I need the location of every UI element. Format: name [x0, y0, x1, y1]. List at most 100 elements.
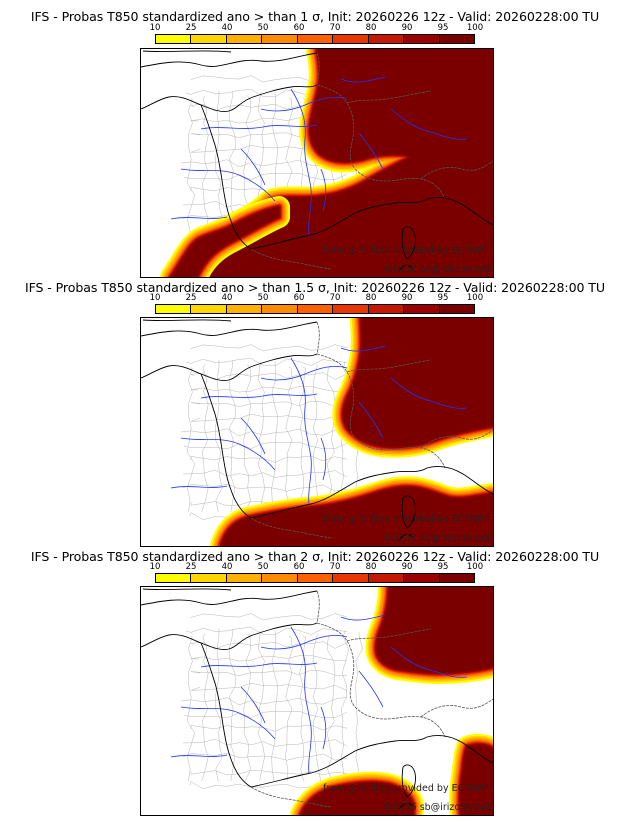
river-line — [260, 97, 348, 112]
colorbar-swatch — [333, 305, 369, 313]
river-line — [358, 670, 384, 708]
coast-line — [142, 50, 232, 53]
coast-line — [141, 353, 318, 381]
colorbar-swatch — [404, 305, 440, 313]
colorbar-tick-label: 40 — [221, 293, 233, 303]
probability-field — [343, 318, 493, 447]
colorbar: 10 25 40 50 60 70 80 90 95 100 — [150, 293, 483, 315]
coast-line — [141, 622, 318, 650]
colorbar-swatch — [226, 574, 263, 582]
river-line — [200, 662, 318, 668]
coastlines — [141, 319, 493, 541]
colorbar-swatch — [439, 574, 474, 582]
river-line — [260, 635, 348, 650]
coast-line — [200, 104, 252, 250]
colorbar-swatch — [333, 35, 369, 43]
river-line — [340, 614, 386, 621]
probability-map: from grib files provided by ECMWF ©2026 … — [140, 48, 494, 278]
coast-line — [426, 734, 493, 764]
colorbar-tick-label: 50 — [257, 23, 269, 33]
colorbar-tick-label: 90 — [401, 23, 413, 33]
national-borders — [250, 590, 493, 808]
panel-3: IFS - Probas T850 standardized ano > tha… — [0, 540, 630, 828]
colorbar-swatch — [297, 305, 334, 313]
coast-line — [141, 321, 318, 337]
border-line — [354, 706, 446, 738]
colorbar-tick-label: 25 — [185, 562, 197, 572]
colorbar-swatch — [226, 35, 263, 43]
coast-line — [200, 642, 252, 788]
river-line — [320, 437, 327, 481]
probability-map: from grib files provided by ECMWF ©2026 … — [140, 317, 494, 547]
border-line — [250, 248, 332, 270]
river-line — [170, 485, 228, 489]
colorbar-tick-label: 50 — [257, 293, 269, 303]
river-line — [390, 646, 468, 678]
map-graphic — [141, 318, 493, 546]
colorbar-tick-label: 25 — [185, 23, 197, 33]
river-line — [320, 706, 327, 750]
colorbar-swatch — [404, 35, 440, 43]
rivers — [170, 345, 468, 505]
colorbar-tick-label: 25 — [185, 293, 197, 303]
colorbar-swatch — [297, 574, 334, 582]
coast-line — [250, 736, 428, 788]
coast-line — [401, 764, 416, 798]
coastlines — [141, 588, 493, 810]
colorbar-tick-label: 90 — [401, 562, 413, 572]
national-borders — [250, 52, 493, 270]
colorbar-swatch — [156, 574, 192, 582]
coast-line — [141, 52, 318, 68]
river-line — [320, 168, 327, 212]
colorbar-tick-label: 40 — [221, 562, 233, 572]
colorbar-tick-label: 50 — [257, 562, 269, 572]
river-line — [340, 345, 386, 352]
border-line — [316, 353, 356, 439]
river-line — [358, 401, 384, 439]
colorbar-tick-label: 70 — [329, 293, 341, 303]
river-line — [200, 124, 318, 130]
colorbar: 10 25 40 50 60 70 80 90 95 100 — [150, 23, 484, 45]
data-credit: from grib files provided by ECMWF — [323, 783, 488, 794]
border-line — [420, 160, 493, 180]
border-line — [346, 628, 432, 642]
river-line — [170, 754, 228, 758]
colorbar-swatch — [262, 574, 298, 582]
coast-line — [142, 319, 232, 322]
colorbar-swatch — [368, 305, 405, 313]
colorbar-tick-label: 100 — [466, 293, 484, 303]
colorbar-swatch — [156, 305, 192, 313]
colorbar-swatches — [155, 573, 475, 583]
river-line — [180, 706, 276, 740]
river-line — [340, 76, 386, 83]
panel-title: IFS - Probas T850 standardized ano > tha… — [30, 9, 600, 24]
colorbar-swatch — [156, 35, 192, 43]
coast-line — [141, 84, 318, 112]
national-borders — [250, 321, 493, 539]
colorbar-tick-label: 95 — [437, 293, 449, 303]
probability-field — [171, 207, 279, 277]
colorbar-swatch — [368, 574, 405, 582]
colorbar-tick-label: 80 — [365, 562, 377, 572]
river-line — [240, 686, 266, 724]
river-line — [358, 132, 384, 170]
border-line — [346, 359, 432, 373]
border-line — [316, 321, 320, 355]
copyright-label: ©2026 sb@irizone.net — [383, 533, 491, 544]
data-credit: from grib files provided by ECMWF — [323, 514, 488, 525]
map-graphic — [141, 49, 493, 277]
river-line — [200, 393, 318, 399]
border-line — [250, 517, 332, 539]
river-line — [260, 366, 348, 381]
colorbar-tick-label: 100 — [466, 562, 484, 572]
copyright-label: ©2026 sb@irizone.net — [383, 802, 491, 813]
rivers — [170, 76, 468, 236]
coast-line — [141, 590, 318, 606]
river-line — [170, 216, 228, 220]
colorbar-ticks: 10 25 40 50 60 70 80 90 95 100 — [150, 562, 484, 573]
colorbar-tick-label: 10 — [149, 293, 161, 303]
map-graphic — [141, 587, 493, 815]
colorbar-tick-label: 95 — [437, 23, 449, 33]
coast-line — [250, 198, 428, 250]
colorbar-ticks: 10 25 40 50 60 70 80 90 95 100 — [150, 23, 484, 34]
